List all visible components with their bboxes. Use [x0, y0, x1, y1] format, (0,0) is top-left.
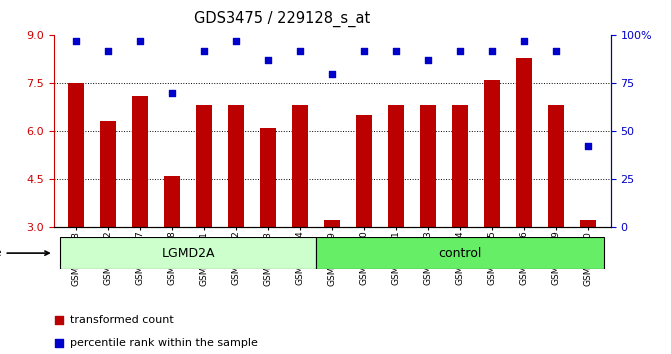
Point: [551, 48, 562, 53]
Text: percentile rank within the sample: percentile rank within the sample: [70, 338, 258, 348]
Point: [135, 38, 146, 44]
Bar: [356, 115, 372, 227]
Text: transformed count: transformed count: [70, 315, 174, 325]
Point: [423, 57, 433, 63]
Point: [103, 48, 113, 53]
Bar: [420, 105, 436, 227]
Bar: [324, 220, 340, 227]
Bar: [316, 237, 604, 269]
Bar: [260, 128, 276, 227]
Point: [70, 38, 81, 44]
Bar: [516, 58, 532, 227]
Text: disease state: disease state: [0, 248, 49, 258]
Bar: [132, 96, 148, 227]
Bar: [548, 105, 564, 227]
Point: [391, 48, 401, 53]
Bar: [68, 83, 84, 227]
Point: [263, 57, 274, 63]
Point: [295, 48, 305, 53]
Text: control: control: [438, 247, 482, 259]
Bar: [228, 105, 244, 227]
Point: [519, 38, 529, 44]
Point: [166, 90, 177, 96]
Bar: [452, 105, 468, 227]
Point: [487, 48, 498, 53]
Bar: [388, 105, 404, 227]
Bar: [484, 80, 500, 227]
Bar: [196, 105, 212, 227]
Text: GDS3475 / 229128_s_at: GDS3475 / 229128_s_at: [194, 11, 370, 27]
Point: [327, 71, 338, 76]
Text: LGMD2A: LGMD2A: [161, 247, 215, 259]
Point: [54, 340, 64, 346]
Point: [455, 48, 466, 53]
Bar: [100, 121, 116, 227]
Point: [359, 48, 370, 53]
Bar: [292, 105, 308, 227]
Bar: [580, 220, 597, 227]
Bar: [60, 237, 316, 269]
Point: [54, 317, 64, 323]
Point: [231, 38, 242, 44]
Bar: [164, 176, 180, 227]
Point: [583, 143, 594, 149]
Point: [199, 48, 209, 53]
